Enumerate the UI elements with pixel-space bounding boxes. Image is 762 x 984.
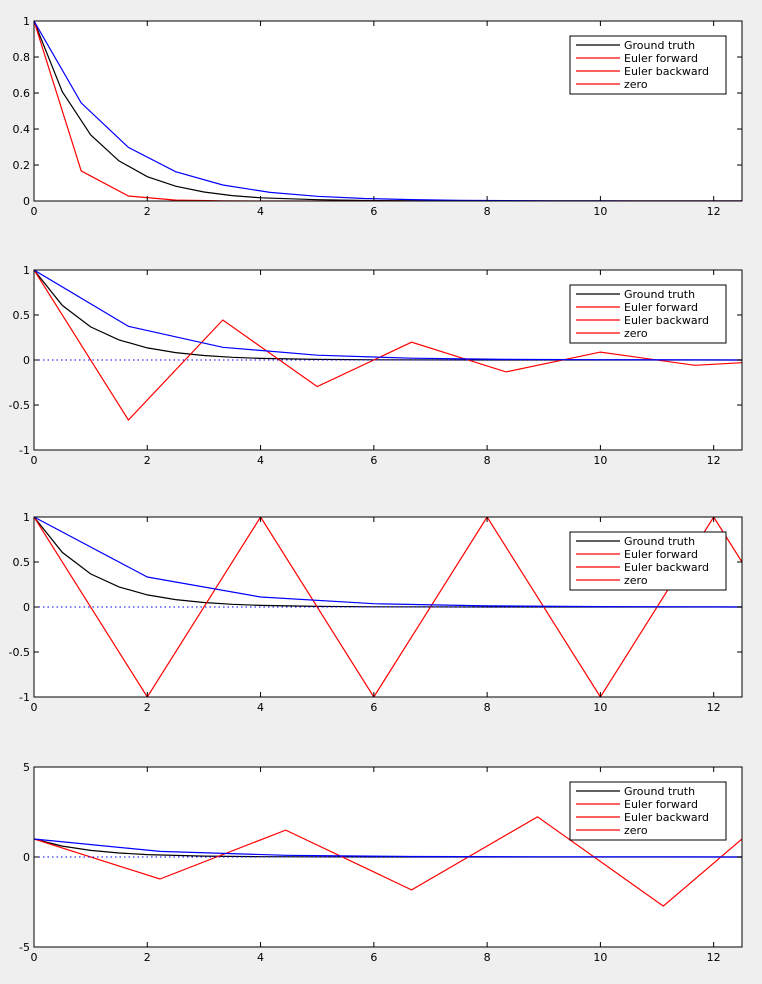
legend-label: Euler backward bbox=[624, 65, 709, 78]
legend-label: Ground truth bbox=[624, 39, 695, 52]
y-tick-label: -0.5 bbox=[9, 399, 30, 412]
y-tick-label: 5 bbox=[23, 761, 30, 774]
legend-label: Ground truth bbox=[624, 288, 695, 301]
x-tick-label: 2 bbox=[144, 205, 151, 218]
y-tick-label: 0.5 bbox=[13, 556, 31, 569]
y-tick-label: -0.5 bbox=[9, 646, 30, 659]
y-tick-label: 0.4 bbox=[13, 123, 31, 136]
x-tick-label: 2 bbox=[144, 454, 151, 467]
legend-label: Euler backward bbox=[624, 811, 709, 824]
x-tick-label: 12 bbox=[707, 454, 721, 467]
series-line-euler-backward bbox=[34, 517, 742, 608]
legend-label: zero bbox=[624, 574, 648, 587]
y-tick-label: 0 bbox=[23, 601, 30, 614]
x-tick-label: 10 bbox=[593, 205, 607, 218]
axes-frame bbox=[33, 20, 743, 202]
x-tick-label: 8 bbox=[484, 205, 491, 218]
series-line-euler-forward bbox=[34, 21, 742, 201]
x-tick-label: 4 bbox=[257, 701, 264, 714]
series-group bbox=[34, 270, 742, 421]
series-line-euler-backward bbox=[34, 270, 742, 361]
series-line-euler-backward bbox=[34, 838, 742, 858]
legend-label: zero bbox=[624, 78, 648, 91]
legend-label: Euler backward bbox=[624, 561, 709, 574]
x-tick-label: 4 bbox=[257, 951, 264, 964]
x-tick-label: 10 bbox=[593, 701, 607, 714]
x-tick-label: 0 bbox=[31, 951, 38, 964]
series-line-euler-forward bbox=[34, 270, 742, 421]
legend-label: Euler forward bbox=[624, 301, 698, 314]
y-tick-label: -1 bbox=[19, 691, 30, 704]
legend-label: Euler forward bbox=[624, 798, 698, 811]
y-tick-label: 1 bbox=[23, 264, 30, 277]
x-tick-label: 6 bbox=[370, 205, 377, 218]
x-tick-label: 8 bbox=[484, 951, 491, 964]
x-tick-label: 12 bbox=[707, 701, 721, 714]
x-tick-label: 0 bbox=[31, 701, 38, 714]
y-tick-label: 0.8 bbox=[13, 51, 31, 64]
y-tick-label: -1 bbox=[19, 444, 30, 457]
series-line-euler-forward bbox=[34, 816, 742, 907]
y-tick-label: 0.6 bbox=[13, 87, 31, 100]
x-tick-label: 10 bbox=[593, 454, 607, 467]
x-tick-label: 10 bbox=[593, 951, 607, 964]
x-tick-label: 8 bbox=[484, 701, 491, 714]
x-tick-label: 4 bbox=[257, 454, 264, 467]
x-tick-label: 6 bbox=[370, 701, 377, 714]
y-tick-label: -5 bbox=[19, 941, 30, 954]
legend-label: zero bbox=[624, 824, 648, 837]
x-tick-label: 0 bbox=[31, 205, 38, 218]
y-tick-label: 0.2 bbox=[13, 159, 31, 172]
y-tick-label: 0.5 bbox=[13, 309, 31, 322]
legend-label: Euler forward bbox=[624, 52, 698, 65]
x-tick-label: 2 bbox=[144, 701, 151, 714]
legend-label: Ground truth bbox=[624, 535, 695, 548]
series-line-ground-truth bbox=[34, 517, 742, 608]
legend-label: Ground truth bbox=[624, 785, 695, 798]
x-tick-label: 0 bbox=[31, 454, 38, 467]
x-tick-label: 12 bbox=[707, 205, 721, 218]
legend-label: Euler backward bbox=[624, 314, 709, 327]
x-tick-label: 2 bbox=[144, 951, 151, 964]
y-tick-label: 0 bbox=[23, 195, 30, 208]
series-group bbox=[34, 816, 742, 907]
y-tick-label: 1 bbox=[23, 511, 30, 524]
legend-label: Euler forward bbox=[624, 548, 698, 561]
y-tick-label: 1 bbox=[23, 15, 30, 28]
x-tick-label: 12 bbox=[707, 951, 721, 964]
y-tick-label: 0 bbox=[23, 851, 30, 864]
y-tick-label: 0 bbox=[23, 354, 30, 367]
x-tick-label: 6 bbox=[370, 454, 377, 467]
legend-label: zero bbox=[624, 327, 648, 340]
x-tick-label: 6 bbox=[370, 951, 377, 964]
x-tick-label: 8 bbox=[484, 454, 491, 467]
x-tick-label: 4 bbox=[257, 205, 264, 218]
